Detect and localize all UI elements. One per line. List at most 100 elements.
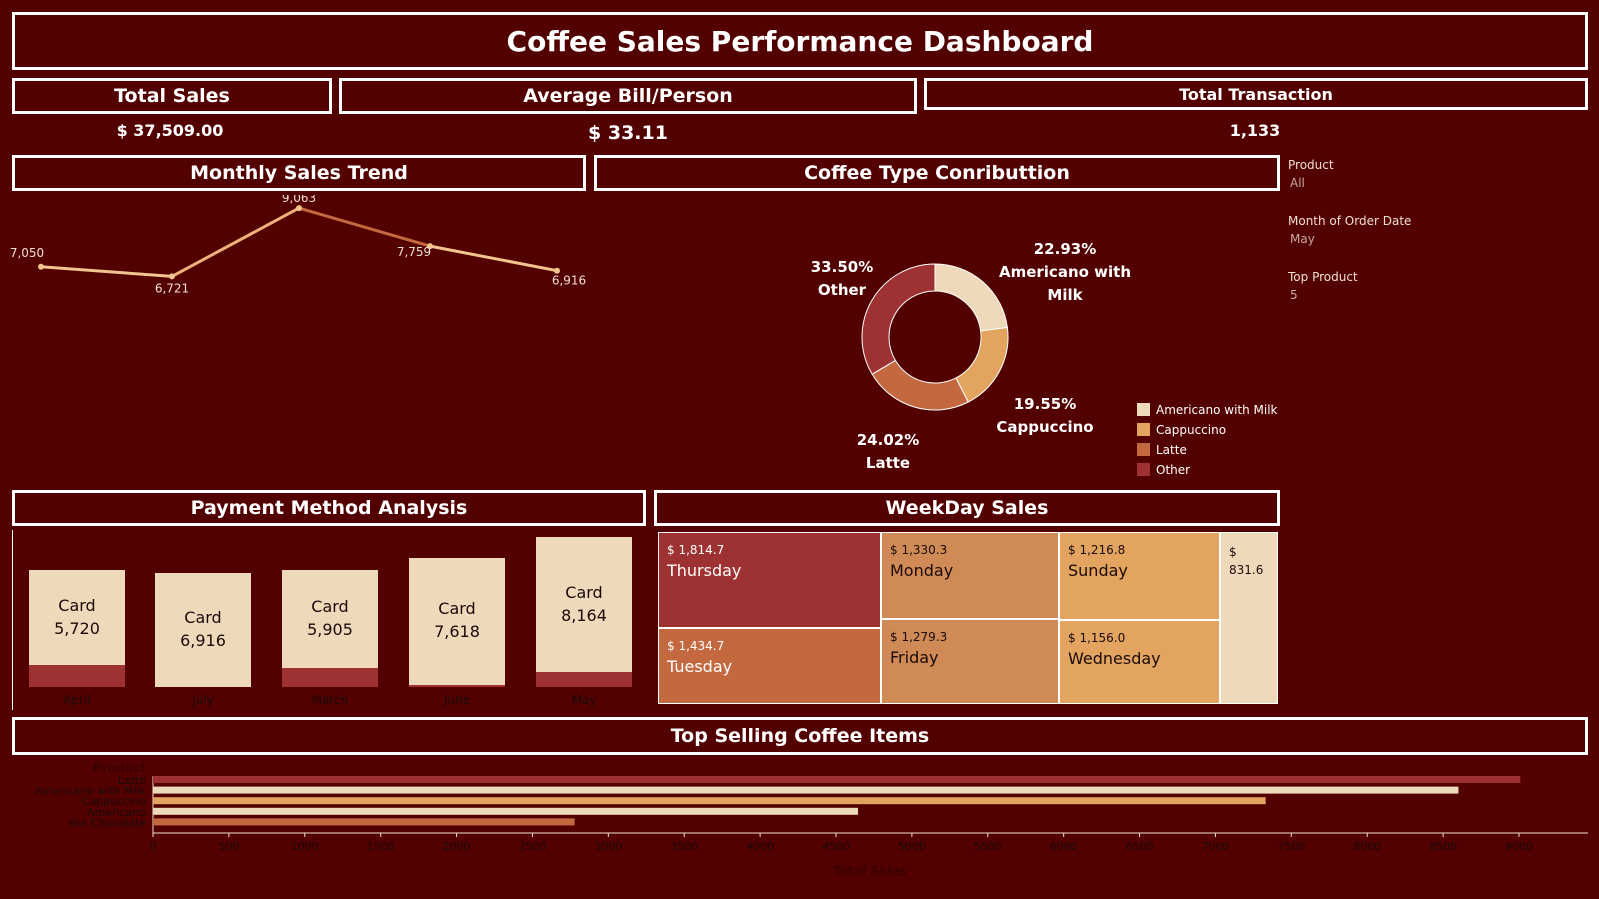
- payment-bar-other[interactable]: [536, 672, 632, 687]
- legend-label: Americano with Milk: [1156, 403, 1278, 417]
- payment-method-name: Card: [565, 582, 603, 602]
- treemap-cell-wednesday[interactable]: $ 1,156.0 Wednesday: [1059, 620, 1220, 704]
- avg-bill-value: $ 33.11: [588, 122, 668, 144]
- product-bar[interactable]: [153, 776, 1521, 783]
- filter-month-value[interactable]: May: [1290, 232, 1315, 246]
- payment-bar-card[interactable]: Card 7,618: [409, 558, 505, 685]
- americano-pct: 22.93%: [1033, 240, 1097, 258]
- payment-bar-other[interactable]: [282, 667, 378, 687]
- x-axis-title: Total Sales: [833, 864, 906, 878]
- product-label: Latte: [118, 774, 146, 787]
- treemap-value: $ 1,156.0: [1068, 631, 1126, 645]
- line-point[interactable]: [427, 243, 433, 250]
- latte-pct: 24.02%: [856, 431, 920, 449]
- product-bar[interactable]: [153, 818, 575, 826]
- donut-slice-cappuccino[interactable]: [955, 326, 1009, 403]
- x-tick-label: 5500: [974, 840, 1002, 853]
- line-segment: [428, 244, 559, 273]
- total-sales-value: $ 37,509.00: [116, 121, 224, 140]
- payment-category-label: March: [311, 693, 349, 707]
- line-segment: [170, 206, 301, 278]
- treemap-cell-saturday[interactable]: $ 831.6: [1220, 532, 1278, 704]
- donut-legend: Americano with Milk Cappuccino Latte Oth…: [1137, 400, 1278, 480]
- x-tick-label: 4000: [746, 840, 774, 853]
- line-point-label: 6,916: [552, 274, 586, 288]
- product-label: Cappuccino: [82, 795, 146, 808]
- x-tick-label: 4500: [822, 840, 850, 853]
- line-point-label: 9,063: [282, 195, 316, 205]
- payment-bar-other[interactable]: [409, 684, 505, 687]
- x-tick-label: 6500: [1126, 840, 1154, 853]
- line-point[interactable]: [554, 267, 560, 274]
- line-point[interactable]: [296, 205, 302, 212]
- legend-item-latte[interactable]: Latte: [1137, 440, 1278, 460]
- legend-swatch: [1137, 443, 1150, 456]
- payment-category-label: June: [443, 693, 471, 707]
- product-bar[interactable]: [153, 797, 1266, 805]
- monthly-sales-chart: 7,050 6,721 9,063 7,759 6,916: [10, 195, 586, 295]
- donut-slice-other[interactable]: [861, 263, 936, 375]
- payment-category-label: April: [63, 693, 91, 707]
- filter-top-product-value[interactable]: 5: [1290, 288, 1298, 302]
- payment-method-name: Card: [438, 599, 476, 619]
- product-bar[interactable]: [153, 786, 1459, 794]
- payment-bar-other[interactable]: [29, 664, 125, 687]
- top-selling-header: Top Selling Coffee Items: [12, 717, 1588, 755]
- product-label: Americano: [87, 806, 146, 819]
- payment-bar-label: Card 6,916: [155, 606, 251, 652]
- payment-method-name: Card: [311, 597, 349, 617]
- treemap-cell-thursday[interactable]: $ 1,814.7 Thursday: [658, 532, 881, 628]
- product-label: Hot Chocolate: [68, 816, 146, 829]
- weekday-treemap: $ 1,814.7 Thursday $ 1,434.7 Tuesday $ 1…: [658, 532, 1278, 704]
- avg-bill-header: Average Bill/Person: [339, 78, 917, 114]
- legend-swatch: [1137, 423, 1150, 436]
- treemap-value: $ 1,279.3: [890, 630, 948, 644]
- treemap-cell-tuesday[interactable]: $ 1,434.7 Tuesday: [658, 628, 881, 704]
- treemap-value: $ 831.6: [1229, 545, 1264, 577]
- filter-product-value[interactable]: All: [1290, 176, 1305, 190]
- treemap-value: $ 1,216.8: [1068, 543, 1126, 557]
- legend-item-americano[interactable]: Americano with Milk: [1137, 400, 1278, 420]
- line-point-label: 6,721: [155, 281, 189, 295]
- treemap-cell-friday[interactable]: $ 1,279.3 Friday: [881, 619, 1059, 704]
- x-tick-label: 1000: [291, 840, 319, 853]
- x-tick-label: 7500: [1277, 840, 1305, 853]
- payment-bar-card[interactable]: Card 5,905: [282, 570, 378, 668]
- filter-product-label: Product: [1288, 158, 1334, 172]
- payment-method-value: 8,164: [561, 605, 607, 625]
- treemap-cell-sunday[interactable]: $ 1,216.8 Sunday: [1059, 532, 1220, 620]
- x-tick-label: 9000: [1505, 840, 1533, 853]
- product-bar[interactable]: [153, 807, 859, 815]
- line-point-label: 7,759: [397, 245, 431, 259]
- weekday-sales-header: WeekDay Sales: [654, 490, 1280, 526]
- donut-label-americano: 22.93% Americano with Milk: [980, 238, 1150, 307]
- payment-bar-label: Card 5,905: [282, 595, 378, 641]
- legend-swatch: [1137, 463, 1150, 476]
- treemap-day: Sunday: [1068, 561, 1128, 580]
- coffee-type-donut: [861, 263, 1009, 411]
- cappuccino-pct: 19.55%: [1013, 395, 1077, 413]
- line-point[interactable]: [169, 273, 175, 280]
- other-name: Other: [817, 281, 867, 299]
- legend-label: Latte: [1156, 443, 1187, 457]
- payment-bar-card[interactable]: Card 5,720: [29, 570, 125, 665]
- x-tick-label: 8500: [1429, 840, 1457, 853]
- legend-label: Other: [1156, 463, 1191, 477]
- legend-item-other[interactable]: Other: [1137, 460, 1278, 480]
- payment-bar-card[interactable]: Card 8,164: [536, 537, 632, 673]
- line-point[interactable]: [38, 263, 44, 270]
- total-transaction-header: Total Transaction: [924, 78, 1588, 110]
- treemap-day: Friday: [890, 648, 939, 667]
- donut-slice-latte[interactable]: [871, 359, 969, 411]
- filter-top-product-label: Top Product: [1288, 270, 1358, 284]
- latte-name: Latte: [865, 454, 911, 472]
- treemap-day: Wednesday: [1068, 649, 1161, 668]
- treemap-cell-monday[interactable]: $ 1,330.3 Monday: [881, 532, 1059, 619]
- x-tick-label: 0: [150, 840, 157, 853]
- payment-bar-card[interactable]: Card 6,916: [155, 572, 251, 687]
- total-sales-header: Total Sales: [12, 78, 332, 114]
- payment-method-value: 5,905: [307, 620, 353, 640]
- x-tick-label: 1500: [367, 840, 395, 853]
- x-tick-label: 2500: [518, 840, 546, 853]
- legend-item-cappuccino[interactable]: Cappuccino: [1137, 420, 1278, 440]
